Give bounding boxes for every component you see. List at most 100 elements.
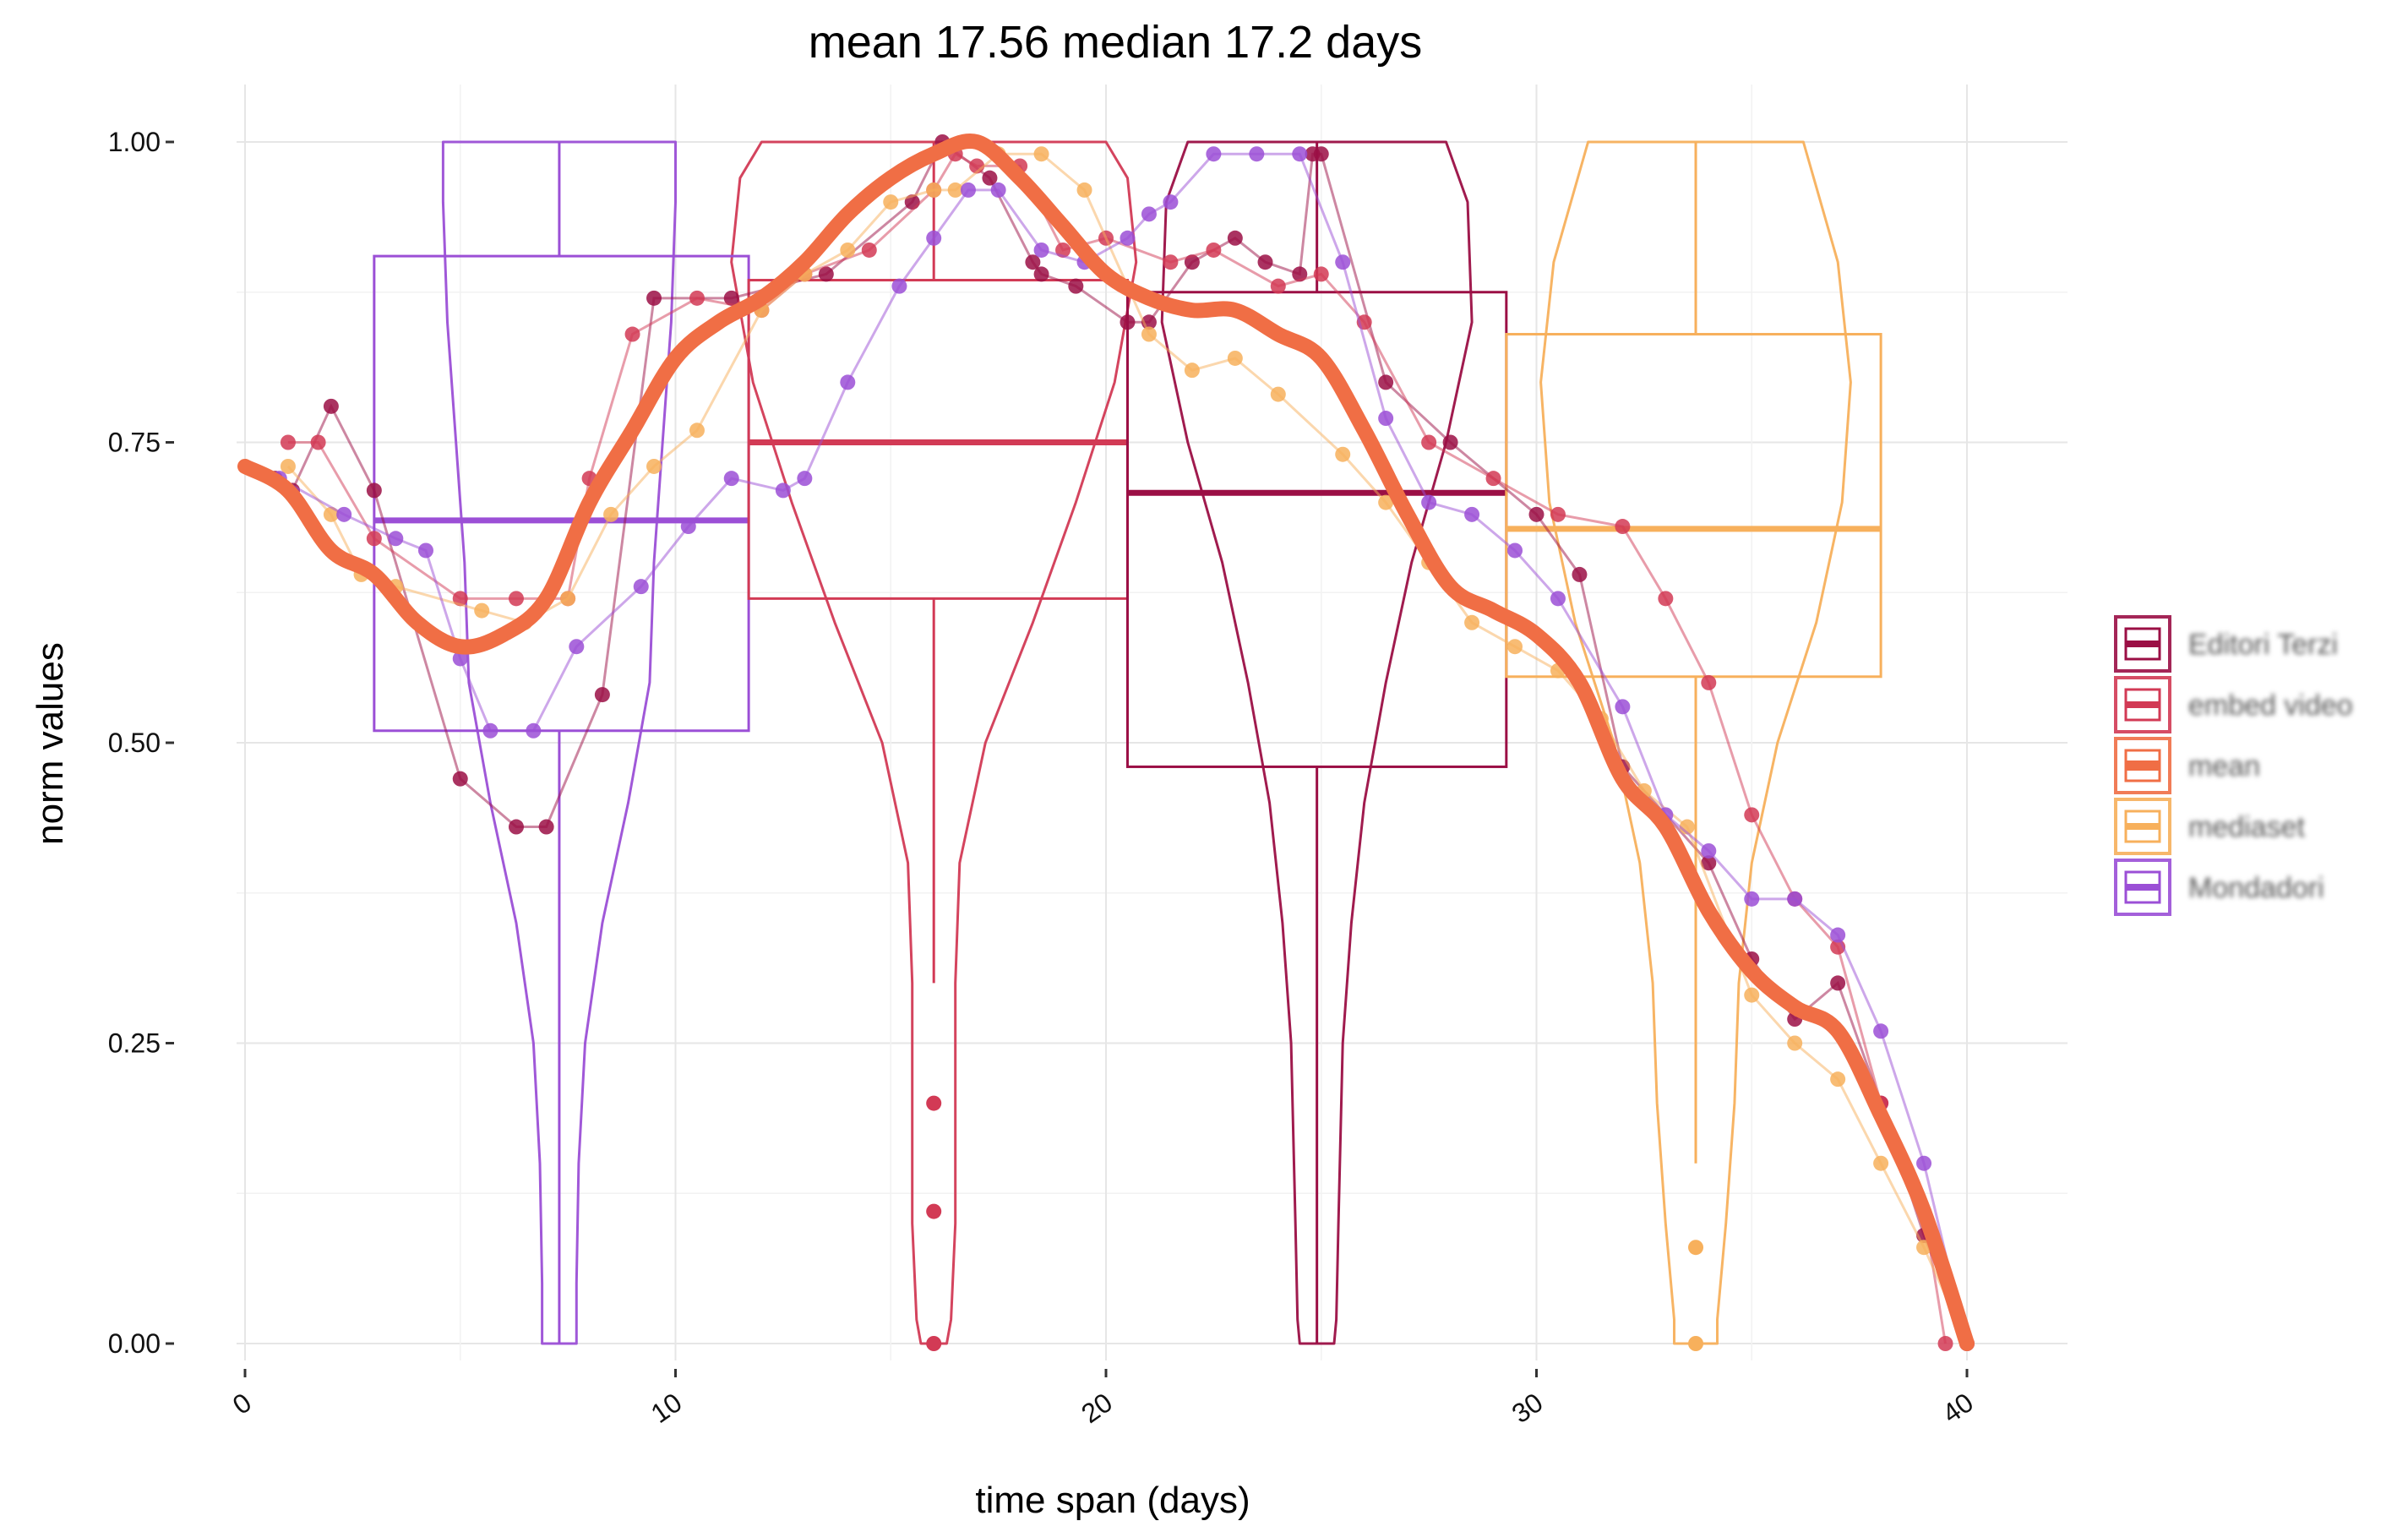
x-tick-label: 0 [227, 1387, 257, 1420]
data-point-mediaset [1184, 363, 1200, 379]
data-point-mondadori [569, 639, 585, 655]
data-point-mondadori [990, 182, 1006, 198]
legend-item: embed video [2114, 676, 2353, 733]
data-point-mediaset [1830, 1071, 1846, 1088]
data-point-embed [1485, 471, 1501, 487]
data-point-mondadori [1249, 146, 1265, 162]
data-point-mondadori [891, 278, 907, 294]
data-point-editori [1528, 506, 1544, 522]
data-point-embed [366, 531, 382, 547]
box-mondadori [373, 254, 750, 733]
data-point-mediaset [1873, 1155, 1889, 1171]
legend-layer: Editori Terzi embed video mean mediaset Mond… [2114, 615, 2353, 916]
violin-editori [1160, 140, 1474, 1345]
data-point-editori [1120, 314, 1136, 330]
data-point-mondadori [1378, 411, 1394, 427]
data-point-mediaset [947, 182, 963, 198]
data-point-editori [594, 687, 610, 703]
data-point-embed [310, 434, 326, 450]
legend-item: Editori Terzi [2114, 615, 2338, 673]
data-point-mondadori [1120, 230, 1136, 246]
data-point-editori [1572, 566, 1588, 582]
data-point-editori [1068, 278, 1084, 294]
y-tick-label: 0.25 [108, 1028, 161, 1059]
data-point-mondadori [1464, 506, 1480, 522]
data-point-embed [1701, 674, 1717, 690]
data-point-embed [1615, 519, 1631, 535]
data-point-mediaset [883, 194, 899, 210]
data-point-mondadori [1421, 494, 1437, 510]
data-point-mondadori [1033, 242, 1049, 258]
data-point-mediaset [646, 458, 662, 474]
data-point-editori [452, 771, 468, 787]
legend-item: mediaset [2114, 798, 2306, 855]
data-point-mondadori [1787, 891, 1803, 907]
violin-mediaset [1539, 140, 1852, 1345]
data-point-mediaset [1270, 386, 1286, 402]
mean-layer [237, 133, 1975, 1351]
data-point-editori [1313, 146, 1329, 162]
data-point-mediaset [1378, 494, 1394, 510]
data-point-mondadori [1873, 1023, 1889, 1039]
data-point-mondadori [633, 579, 649, 595]
data-point-editori [723, 290, 739, 306]
data-point-mediaset [1076, 182, 1092, 198]
legend-label: embed video [2188, 690, 2353, 722]
data-point-embed [1658, 591, 1674, 607]
data-point-mondadori [1206, 146, 1222, 162]
data-point-mediaset [840, 242, 856, 258]
outlier-point-embed [926, 1095, 942, 1111]
data-point-editori [1701, 855, 1717, 871]
data-point-embed [1270, 278, 1286, 294]
data-point-editori [538, 819, 554, 835]
data-point-mondadori [1550, 591, 1566, 607]
legend-label: mediaset [2188, 811, 2306, 843]
data-point-mondadori [1916, 1155, 1932, 1171]
data-point-editori [1033, 266, 1049, 282]
x-tick-label: 10 [646, 1387, 688, 1429]
data-point-mondadori [723, 471, 739, 487]
data-point-mediaset [560, 591, 576, 607]
data-point-embed [508, 591, 524, 607]
data-point-mediaset [603, 506, 619, 522]
data-point-editori [1257, 254, 1273, 270]
data-point-mondadori [680, 519, 696, 535]
data-point-mondadori [1701, 842, 1717, 859]
data-point-mediaset [1335, 446, 1351, 462]
data-point-mediaset [926, 182, 942, 198]
x-tick-label: 20 [1076, 1387, 1118, 1429]
violin-embed [730, 140, 1138, 1345]
legend-item: Mondadori [2114, 859, 2324, 916]
legend-item: mean [2114, 737, 2260, 794]
data-point-mediaset [1507, 639, 1523, 655]
data-point-mondadori [1507, 542, 1523, 559]
data-point-mediaset [1744, 987, 1760, 1003]
y-tick-label: 0.75 [108, 428, 161, 458]
data-point-embed [861, 242, 877, 258]
data-point-embed [1421, 434, 1437, 450]
data-point-mediaset [1141, 326, 1157, 342]
data-point-mediaset [280, 458, 296, 474]
data-point-mondadori [452, 651, 468, 667]
outlier-point-embed [926, 1336, 942, 1351]
data-point-mediaset [689, 422, 705, 439]
axis-layer: 0.00 0.25 0.50 0.75 1.00 0 10 20 30 40 [108, 127, 1979, 1429]
data-point-mediaset [1033, 146, 1049, 162]
data-point-mondadori [336, 506, 352, 522]
chart-title: mean 17.56 median 17.2 days [809, 17, 1423, 68]
data-point-mondadori [1335, 254, 1351, 270]
data-point-mondadori [926, 230, 942, 246]
series-layer [267, 134, 1975, 1351]
series-line-mediaset [286, 152, 1969, 1344]
data-point-mondadori [797, 471, 813, 487]
data-point-mondadori [1141, 206, 1157, 222]
y-axis-title: norm values [30, 642, 71, 845]
data-point-mondadori [1830, 927, 1846, 943]
data-point-mondadori [526, 722, 542, 739]
data-point-embed [1313, 266, 1329, 282]
data-point-editori [1830, 975, 1846, 991]
legend-label: Editori Terzi [2188, 629, 2338, 661]
x-tick-label: 30 [1506, 1387, 1549, 1429]
